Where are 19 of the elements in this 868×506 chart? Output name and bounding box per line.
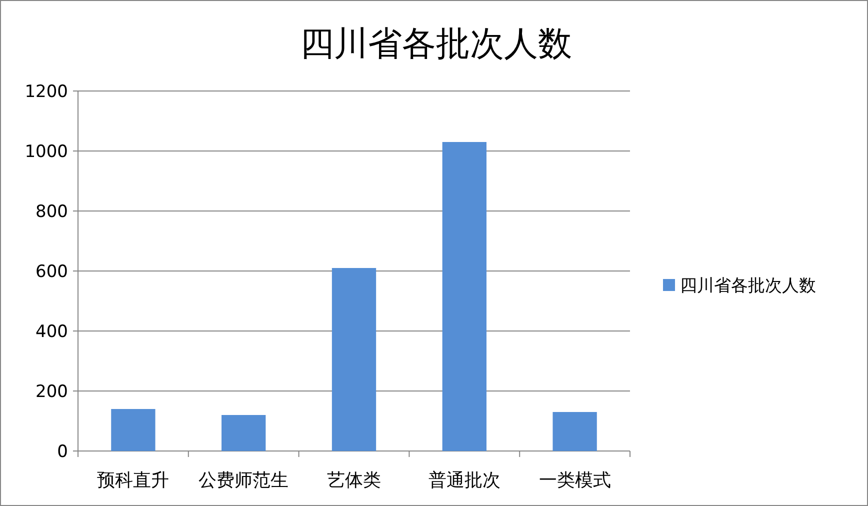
- y-tick-label: 400: [36, 322, 68, 342]
- y-tick-label: 800: [36, 202, 68, 222]
- chart-title: 四川省各批次人数: [300, 24, 572, 64]
- y-tick-label: 200: [36, 382, 68, 402]
- bar: [222, 415, 266, 451]
- y-tick-label: 1200: [24, 82, 68, 102]
- x-tick-label: 普通批次: [428, 470, 500, 491]
- x-tick-label: 艺体类: [327, 470, 381, 491]
- y-tick-label: 600: [36, 262, 68, 282]
- x-tick-label: 公费师范生: [198, 470, 289, 491]
- legend-label: 四川省各批次人数: [680, 276, 816, 296]
- bar: [552, 412, 597, 451]
- y-tick-label: 0: [57, 442, 68, 462]
- x-tick-label: 一类模式: [538, 470, 611, 491]
- x-tick-label: 预科直升: [97, 470, 170, 491]
- y-tick-label: 1000: [24, 142, 68, 162]
- bar: [332, 268, 376, 451]
- bar: [111, 409, 156, 451]
- bar: [442, 142, 486, 451]
